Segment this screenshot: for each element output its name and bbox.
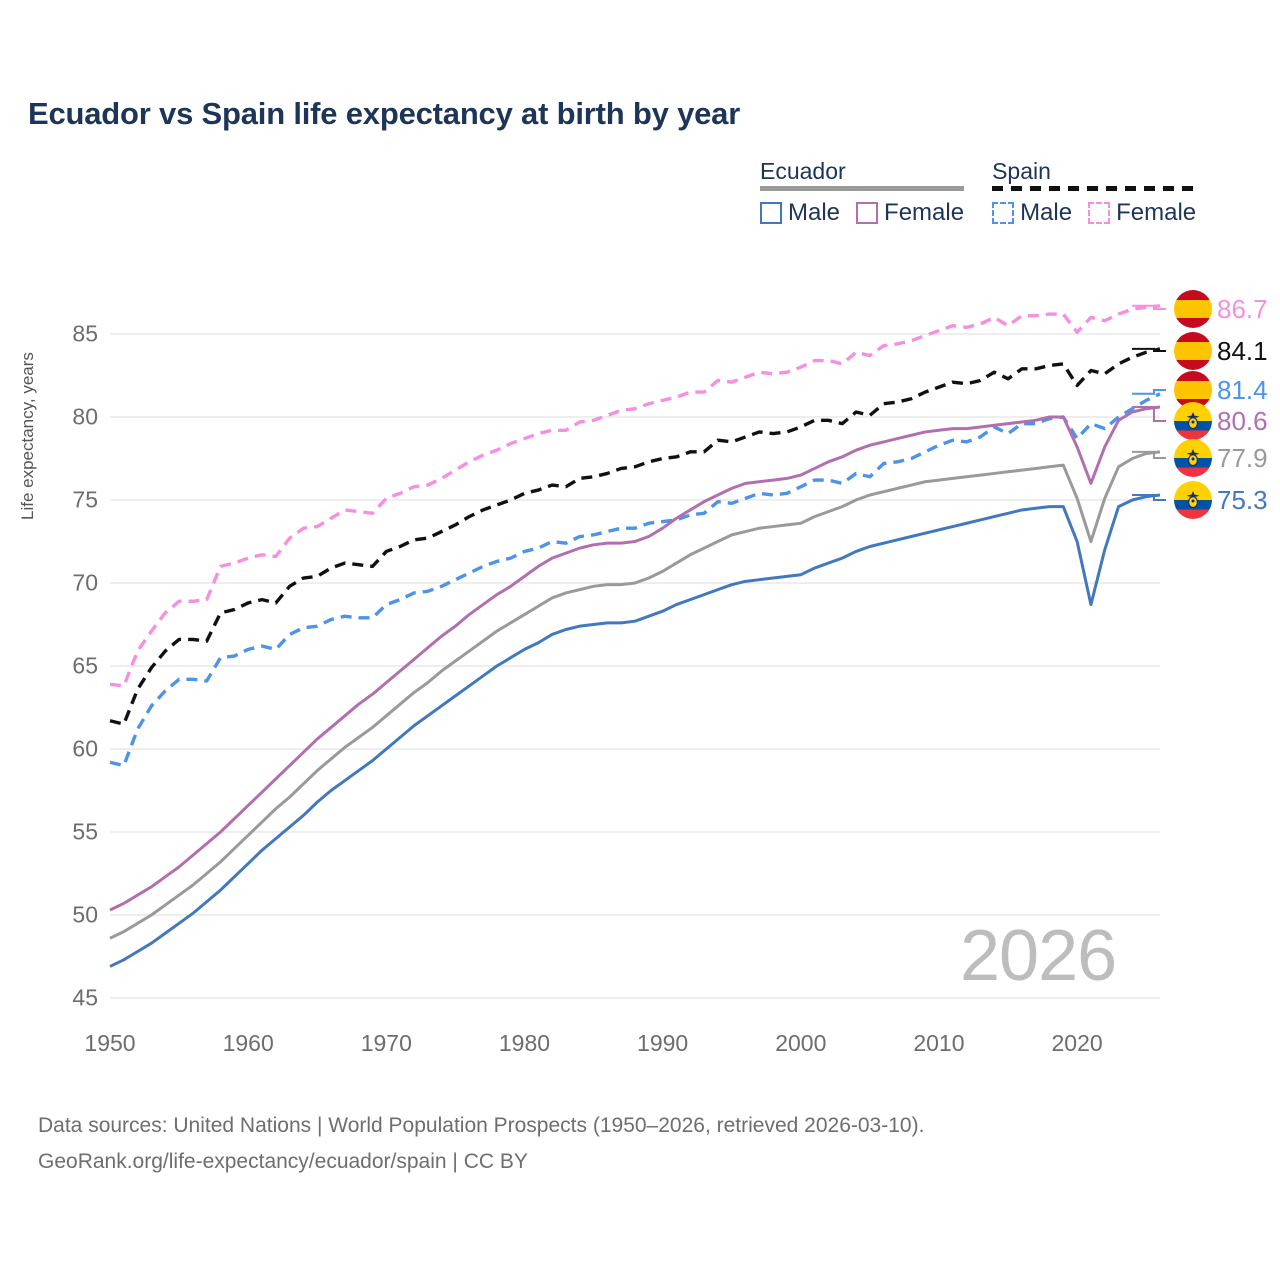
legend-group-title: Spain <box>992 158 1051 184</box>
y-axis-tick-label: 50 <box>72 901 98 928</box>
end-label-row: 77.9 <box>1174 439 1268 477</box>
ecuador-flag-icon <box>1174 481 1212 519</box>
legend-group-ecuador: Ecuador Male Female <box>760 158 965 227</box>
legend-swatch-icon <box>1088 202 1111 224</box>
legend-item-ecuador-female[interactable]: Female <box>856 199 964 227</box>
legend-swatch-icon <box>992 202 1015 224</box>
legend-item-label: Male <box>788 199 841 226</box>
series-end-labels: 86.7 84.1 81.4 80.6 77.9 75.3 <box>1160 0 1280 1280</box>
legend-item-label: Female <box>884 199 965 226</box>
y-axis-tick-label: 70 <box>72 569 98 596</box>
end-label-leader-line <box>1132 406 1166 422</box>
legend-items: Male Female <box>760 199 964 227</box>
end-label-row: 86.7 <box>1174 290 1268 328</box>
x-axis-tick-label: 1950 <box>84 1030 136 1056</box>
end-label-leader-line <box>1132 494 1166 501</box>
y-axis-tick-label: 85 <box>72 320 98 347</box>
legend-items: Male Female <box>992 199 1196 227</box>
x-axis-tick-label: 2010 <box>913 1030 965 1056</box>
legend-item-ecuador-male[interactable]: Male <box>760 199 840 227</box>
legend-group-title: Ecuador <box>760 158 846 184</box>
legend-item-label: Female <box>1116 199 1197 226</box>
series-line-spain-female <box>109 304 1161 688</box>
chart-legend: Ecuador Male Female Spain Male Female <box>760 158 1197 227</box>
legend-group-rule <box>760 186 965 191</box>
x-axis-tick-label: 1980 <box>498 1030 551 1056</box>
series-line-spain-male <box>109 392 1161 768</box>
ecuador-flag-icon <box>1174 439 1212 477</box>
y-axis-tick-label: 80 <box>72 403 98 430</box>
y-axis-ticks: 45 50 55 60 65 70 75 80 85 <box>52 0 98 1280</box>
end-label-value: 77.9 <box>1217 442 1268 473</box>
ecuador-flag-icon <box>1174 402 1212 440</box>
legend-swatch-icon <box>760 202 782 224</box>
legend-item-spain-female[interactable]: Female <box>1088 199 1196 227</box>
x-axis-tick-label: 1970 <box>360 1030 412 1056</box>
end-label-value: 75.3 <box>1217 484 1268 515</box>
y-axis-tick-label: 60 <box>72 735 98 762</box>
series-line-ecuador-male <box>109 493 1161 968</box>
end-label-row: 75.3 <box>1174 481 1268 519</box>
x-axis-tick-label: 1990 <box>637 1030 689 1056</box>
end-label-row: 84.1 <box>1174 332 1268 370</box>
x-axis-tick-label: 1960 <box>222 1030 274 1056</box>
series-line-ecuador-total <box>109 450 1161 940</box>
end-label-value: 86.7 <box>1217 293 1268 324</box>
legend-swatch-icon <box>856 202 879 224</box>
series-line-spain-total <box>109 347 1161 726</box>
ecuador-emblem-icon <box>1186 491 1200 509</box>
y-axis-label: Life expectancy, years <box>18 352 37 520</box>
page-title: Ecuador vs Spain life expectancy at birt… <box>28 96 741 131</box>
spain-flag-icon <box>1174 332 1212 370</box>
x-axis-tick-label: 2020 <box>1051 1030 1103 1056</box>
legend-item-label: Male <box>1020 199 1073 226</box>
x-axis-tick-label: 2000 <box>775 1030 827 1056</box>
footer-attribution: Data sources: United Nations | World Pop… <box>38 1108 924 1180</box>
end-label-leader-line <box>1132 450 1166 459</box>
ecuador-emblem-icon <box>1186 412 1200 430</box>
ecuador-emblem-icon <box>1186 449 1200 467</box>
end-label-row: 80.6 <box>1174 402 1268 440</box>
end-label-value: 80.6 <box>1217 405 1268 436</box>
series-line-ecuador-female <box>109 405 1161 912</box>
footer-line-sources: Data sources: United Nations | World Pop… <box>38 1114 925 1137</box>
spain-flag-icon <box>1174 290 1212 328</box>
end-label-leader-line <box>1132 304 1166 310</box>
legend-group-rule <box>992 186 1197 191</box>
legend-group-spain: Spain Male Female <box>992 158 1197 227</box>
legend-item-spain-male[interactable]: Male <box>992 199 1072 227</box>
y-axis-tick-label: 75 <box>72 486 98 513</box>
y-axis-tick-label: 65 <box>72 652 98 679</box>
end-label-leader-line <box>1132 347 1166 352</box>
end-label-leader-line <box>1132 389 1166 395</box>
end-label-value: 81.4 <box>1217 374 1268 405</box>
end-label-value: 84.1 <box>1217 335 1268 366</box>
year-watermark: 2026 <box>960 916 1117 996</box>
y-axis-tick-label: 45 <box>72 984 98 1011</box>
y-axis-tick-label: 55 <box>72 818 98 845</box>
footer-line-url: GeoRank.org/life-expectancy/ecuador/spai… <box>38 1150 528 1174</box>
